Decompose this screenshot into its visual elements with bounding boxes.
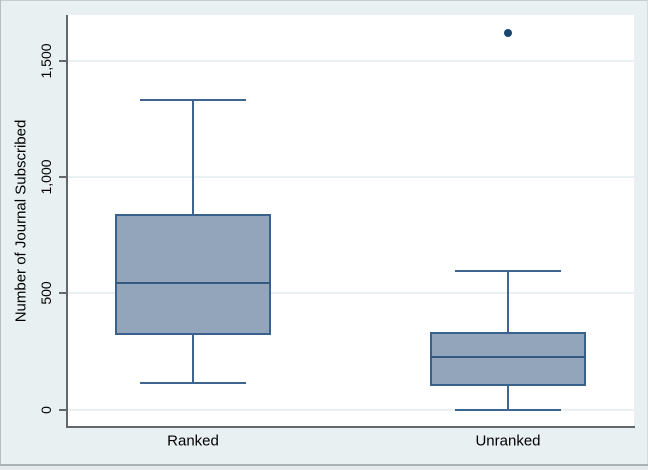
median-line-unranked [430,356,586,359]
gridline [67,292,634,295]
y-axis-title: Number of Journal Subscribed [12,119,30,323]
x-category-label-ranked: Ranked [167,432,219,450]
lower-whisker-cap-ranked [140,381,246,384]
upper-whisker-cap-ranked [140,99,246,102]
x-axis-line [66,426,635,428]
x-category-label-unranked: Unranked [475,432,541,450]
gridline [67,59,634,62]
lower-whisker-line-ranked [192,335,194,383]
y-tick [59,176,66,179]
upper-whisker-line-ranked [192,100,194,215]
window-border-top [0,0,648,1]
upper-whisker-cap-unranked [455,270,561,273]
window-border-bottom [0,464,648,466]
outlier-point-unranked [504,29,512,37]
y-tick-label: 1,000 [38,159,54,195]
median-line-ranked [115,281,271,284]
y-tick [59,59,66,62]
y-tick-label: 1,500 [38,43,54,79]
window-border-left [0,0,1,470]
lower-whisker-line-unranked [507,386,509,410]
y-axis-line [66,15,68,428]
box-ranked [115,214,271,336]
y-tick-label: 500 [38,281,54,305]
gridline [67,408,634,411]
lower-whisker-cap-unranked [455,408,561,411]
window-bottom-strip [0,466,648,470]
y-tick [59,408,66,411]
y-tick-label: 0 [38,405,54,414]
upper-whisker-line-unranked [507,271,509,332]
gridline [67,176,634,179]
box-unranked [430,331,586,387]
y-tick [59,292,66,295]
